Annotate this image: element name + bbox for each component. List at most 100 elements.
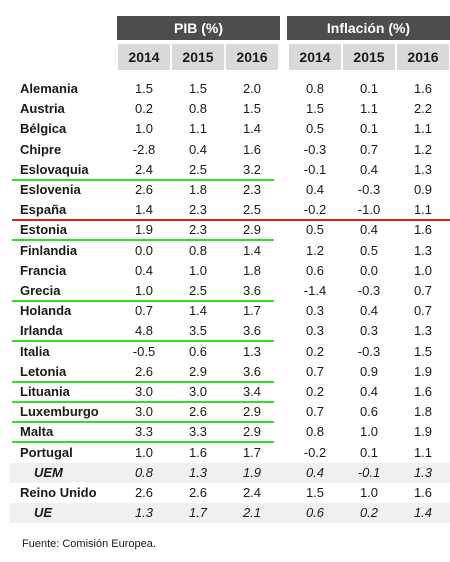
- pib-value: 1.0: [134, 121, 154, 136]
- year-header: 2016: [397, 44, 449, 70]
- inflation-value: -1.4: [303, 283, 327, 298]
- pib-value: 3.4: [242, 384, 262, 399]
- inflation-value: 0.1: [359, 445, 379, 460]
- pib-value: 2.5: [188, 283, 208, 298]
- inflation-value: 0.4: [359, 222, 379, 237]
- country-name: Malta: [20, 424, 54, 439]
- inflation-value: 0.4: [305, 182, 325, 197]
- inflation-value: 0.6: [305, 505, 325, 520]
- country-name: Grecia: [20, 283, 61, 298]
- green-highlight-line: [12, 401, 274, 403]
- pib-value: 2.6: [188, 404, 208, 419]
- inflation-value: 0.7: [305, 364, 325, 379]
- pib-value: 0.4: [188, 142, 208, 157]
- country-name: Francia: [20, 263, 67, 278]
- inflation-value: 0.6: [305, 263, 325, 278]
- country-name: Eslovaquia: [20, 162, 89, 177]
- inflation-value: 0.6: [359, 404, 379, 419]
- inflation-value: 0.5: [359, 243, 379, 258]
- pib-value: 1.6: [188, 445, 208, 460]
- pib-value: 3.0: [188, 384, 208, 399]
- year-header: 2015: [172, 44, 224, 70]
- pib-value: 1.8: [188, 182, 208, 197]
- inflation-value: 0.3: [305, 303, 325, 318]
- pib-value: 0.8: [188, 243, 208, 258]
- aggregate-row-bg: [10, 463, 450, 483]
- country-name: Reino Unido: [20, 485, 97, 500]
- year-header: 2015: [343, 44, 395, 70]
- pib-value: 1.0: [134, 283, 154, 298]
- inflation-value: 0.8: [305, 81, 325, 96]
- pib-value: 0.0: [134, 243, 154, 258]
- pib-value: 2.6: [134, 364, 154, 379]
- year-header: 2014: [118, 44, 170, 70]
- inflation-value: 1.9: [413, 364, 433, 379]
- pib-value: 2.1: [242, 505, 262, 520]
- pib-value: 1.4: [242, 121, 262, 136]
- pib-value: 2.9: [242, 404, 262, 419]
- source-footnote: Fuente: Comisión Europea.: [22, 538, 156, 550]
- inflation-value: 0.7: [305, 404, 325, 419]
- pib-value: 1.7: [242, 445, 262, 460]
- inflation-value: 0.0: [359, 263, 379, 278]
- inflation-value: 1.4: [413, 505, 433, 520]
- inflation-value: 0.5: [305, 121, 325, 136]
- country-name: Letonia: [20, 364, 67, 379]
- red-highlight-line: [12, 219, 450, 221]
- pib-value: 2.5: [242, 202, 262, 217]
- country-name: Finlandia: [20, 243, 78, 258]
- pib-value: 0.4: [134, 263, 154, 278]
- pib-value: 2.3: [188, 202, 208, 217]
- inflation-value: 0.8: [305, 424, 325, 439]
- country-name: Irlanda: [20, 323, 63, 338]
- pib-value: 3.0: [134, 404, 154, 419]
- pib-value: 1.8: [242, 263, 262, 278]
- pib-value: 0.8: [188, 101, 208, 116]
- green-highlight-line: [12, 239, 274, 241]
- pib-value: 1.7: [188, 505, 208, 520]
- pib-value: 3.6: [242, 364, 262, 379]
- inflation-value: 0.4: [359, 384, 379, 399]
- inflation-value: 0.4: [359, 162, 379, 177]
- inflation-value: 1.2: [305, 243, 325, 258]
- inflation-value: 1.6: [413, 222, 433, 237]
- inflation-value: 2.2: [413, 101, 433, 116]
- inflation-value: 1.9: [413, 424, 433, 439]
- inflation-value: 0.4: [359, 303, 379, 318]
- pib-value: 2.4: [242, 485, 262, 500]
- inflation-value: 1.1: [359, 101, 379, 116]
- inflation-value: -0.3: [303, 142, 327, 157]
- year-header: 2014: [289, 44, 341, 70]
- inflation-value: 1.6: [413, 81, 433, 96]
- green-highlight-line: [12, 340, 274, 342]
- inflation-value: -0.3: [357, 283, 381, 298]
- inflation-value: 0.3: [305, 323, 325, 338]
- country-name: Alemania: [20, 81, 78, 96]
- inflation-value: 0.7: [413, 283, 433, 298]
- inflation-value: -0.3: [357, 182, 381, 197]
- country-name: Portugal: [20, 445, 73, 460]
- inflation-value: -0.1: [303, 162, 327, 177]
- green-highlight-line: [12, 381, 274, 383]
- pib-value: 2.4: [134, 162, 154, 177]
- pib-value: 1.9: [134, 222, 154, 237]
- inflation-value: 1.6: [413, 485, 433, 500]
- green-highlight-line: [12, 421, 274, 423]
- pib-value: 3.3: [134, 424, 154, 439]
- country-name: Chipre: [20, 142, 62, 157]
- pib-value: 1.5: [134, 81, 154, 96]
- pib-value: 1.1: [188, 121, 208, 136]
- inflation-value: 1.1: [413, 202, 433, 217]
- country-name: Austria: [20, 101, 65, 116]
- pib-value: 1.3: [134, 505, 154, 520]
- inflation-value: 1.1: [413, 445, 433, 460]
- country-name: Lituania: [20, 384, 70, 399]
- inflation-value: -0.1: [357, 465, 381, 480]
- country-name: Holanda: [20, 303, 72, 318]
- pib-value: 3.5: [188, 323, 208, 338]
- inflation-value: 1.6: [413, 384, 433, 399]
- pib-value: 3.2: [242, 162, 262, 177]
- green-highlight-line: [12, 300, 274, 302]
- inflation-value: 1.3: [413, 465, 433, 480]
- inflation-value: 0.4: [305, 465, 325, 480]
